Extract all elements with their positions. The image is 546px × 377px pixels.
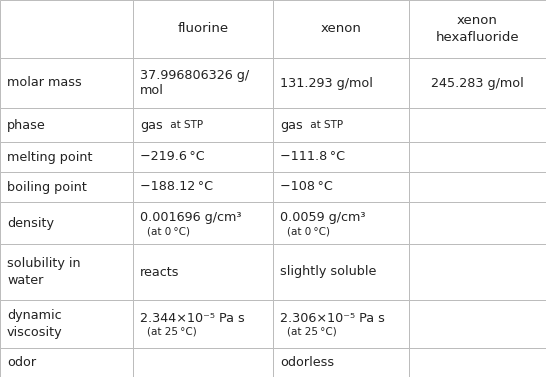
Text: dynamic
viscosity: dynamic viscosity [7,309,63,339]
Bar [0,348,133,377]
Bar [133,244,273,300]
Text: −219.6 °C: −219.6 °C [140,150,205,164]
Bar [0,244,133,300]
Text: fluorine: fluorine [177,23,229,35]
Text: melting point: melting point [7,150,92,164]
Bar [409,300,546,348]
Bar [409,142,546,172]
Bar [273,300,409,348]
Text: reacts: reacts [140,265,180,279]
Text: solubility in
water: solubility in water [7,257,81,287]
Bar [133,58,273,108]
Bar [273,348,409,377]
Bar [409,202,546,244]
Bar [409,0,546,58]
Text: 2.344×10⁻⁵ Pa s: 2.344×10⁻⁵ Pa s [140,311,245,325]
Bar [0,58,133,108]
Bar [133,202,273,244]
Text: odor: odor [7,356,36,369]
Bar [133,0,273,58]
Text: slightly soluble: slightly soluble [280,265,376,279]
Text: gas: gas [280,118,302,132]
Bar [273,244,409,300]
Bar [409,58,546,108]
Bar [273,142,409,172]
Bar [273,58,409,108]
Bar [273,202,409,244]
Text: 0.001696 g/cm³: 0.001696 g/cm³ [140,210,241,224]
Bar [409,244,546,300]
Text: at STP: at STP [167,120,203,130]
Bar [273,108,409,142]
Text: (at 25 °C): (at 25 °C) [287,327,337,337]
Bar [273,172,409,202]
Bar [133,300,273,348]
Text: xenon
hexafluoride: xenon hexafluoride [436,14,519,44]
Text: (at 0 °C): (at 0 °C) [287,226,330,236]
Bar [409,108,546,142]
Bar [0,0,133,58]
Bar [409,348,546,377]
Text: −188.12 °C: −188.12 °C [140,181,213,193]
Bar [0,172,133,202]
Bar [133,142,273,172]
Text: xenon: xenon [321,23,361,35]
Text: 131.293 g/mol: 131.293 g/mol [280,77,373,89]
Bar [133,348,273,377]
Text: 37.996806326 g/
mol: 37.996806326 g/ mol [140,69,249,98]
Bar [0,108,133,142]
Text: odorless: odorless [280,356,334,369]
Text: −111.8 °C: −111.8 °C [280,150,345,164]
Text: (at 0 °C): (at 0 °C) [147,226,190,236]
Bar [273,0,409,58]
Bar [0,202,133,244]
Text: 245.283 g/mol: 245.283 g/mol [431,77,524,89]
Bar [133,172,273,202]
Text: at STP: at STP [307,120,343,130]
Text: 2.306×10⁻⁵ Pa s: 2.306×10⁻⁵ Pa s [280,311,385,325]
Text: molar mass: molar mass [7,77,82,89]
Text: phase: phase [7,118,46,132]
Text: 0.0059 g/cm³: 0.0059 g/cm³ [280,210,365,224]
Text: boiling point: boiling point [7,181,87,193]
Bar [0,142,133,172]
Bar [0,300,133,348]
Bar [409,172,546,202]
Text: (at 25 °C): (at 25 °C) [147,327,197,337]
Text: density: density [7,216,54,230]
Text: gas: gas [140,118,163,132]
Text: −108 °C: −108 °C [280,181,333,193]
Bar [133,108,273,142]
